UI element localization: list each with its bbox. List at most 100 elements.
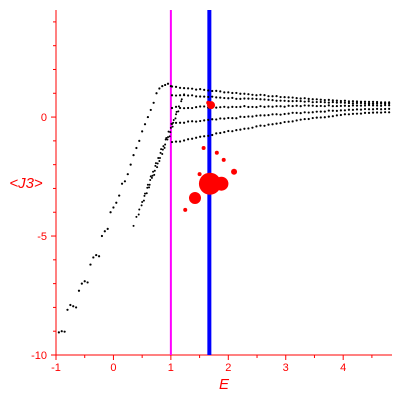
scatter-point [327,104,330,107]
scatter-point [359,108,363,111]
scatter-point [359,101,363,105]
scatter-point [283,105,286,108]
scatter-point [153,169,156,172]
scatter-point [170,122,173,125]
scatter-point [156,166,159,169]
scatter-point [347,101,351,105]
scatter-point [191,106,194,110]
scatter-point [239,92,242,95]
scatter-point [211,133,214,137]
scatter-point [243,97,246,100]
scatter-point [123,180,127,183]
scatter-point [153,173,156,176]
scatter-point [75,306,78,309]
scatter-point [149,179,152,182]
scatter-point [169,131,172,134]
scatter-point [375,111,379,114]
scatter-point [379,102,383,105]
scatter-point [103,230,106,233]
scatter-point [295,111,298,114]
scatter-point [146,186,149,189]
scatter-point [100,234,104,238]
scatter-point [259,114,262,117]
scatter-point [182,121,186,124]
scatter-point [215,96,218,99]
scatter-point [118,194,121,197]
scatter-point [231,96,234,100]
scatter-point [77,289,81,292]
scatter-point [331,104,334,108]
scatter-point [267,114,270,117]
scatter-point [166,82,170,85]
scatter-point [132,154,135,157]
scatter-point [182,107,186,110]
scatter-point [97,255,101,258]
scatter-point [351,108,355,111]
highlight-circle [221,157,226,162]
scatter-point [311,116,314,120]
scatter-point [291,96,294,99]
highlight-circle [197,172,202,177]
scatter-point [335,104,338,108]
scatter-point [211,89,214,93]
scatter-point [347,100,351,103]
scatter-point [170,106,174,110]
scatter-point [95,253,98,257]
scatter-point [157,156,160,159]
scatter-point [363,111,367,115]
scatter-point [255,125,258,128]
scatter-point [295,119,298,122]
scatter-point [211,95,214,98]
scatter-point [138,208,141,211]
scatter-point [287,99,290,103]
scatter-point [178,86,182,89]
highlight-circle [183,207,188,212]
scatter-point [80,282,83,285]
scatter-point [299,105,302,108]
scatter-point [363,102,367,105]
scatter-point [283,96,286,99]
scatter-point [384,102,387,105]
scatter-point [355,108,359,111]
scatter-point [187,94,190,97]
scatter-point [319,116,322,119]
scatter-point [339,101,342,104]
scatter-point [148,186,151,189]
scatter-point [355,101,359,105]
scatter-point [384,111,387,114]
scatter-point [120,182,124,185]
scatter-point [267,95,270,98]
scatter-point [148,183,151,186]
scatter-point [355,104,359,107]
scatter-point [388,102,391,105]
scatter-point [199,135,202,138]
scatter-point [178,94,182,97]
scatter-point [371,104,375,107]
scatter-point [279,113,282,116]
scatter-point [227,91,230,94]
scatter-point [161,85,164,88]
scatter-point [287,104,290,107]
scatter-point [178,140,182,143]
scatter-point [223,117,226,120]
scatter-point [109,211,112,214]
scatter-point [247,105,250,109]
scatter-point [351,104,355,107]
scatter-point [255,94,258,97]
scatter-point [129,163,132,166]
scatter-point [271,123,274,126]
scatter-point [315,98,318,101]
scatter-point [170,85,174,88]
scatter-point [187,87,190,90]
scatter-point [319,110,322,113]
scatter-point [156,162,159,165]
scatter-point [219,117,222,120]
scatter-point [223,91,226,94]
scatter-point [307,111,310,114]
scatter-point [263,114,266,117]
scatter-point [335,114,338,117]
scatter-point [375,102,379,105]
scatter-point [177,110,180,113]
scatter-point [287,96,290,99]
highlight-circle [206,100,211,105]
